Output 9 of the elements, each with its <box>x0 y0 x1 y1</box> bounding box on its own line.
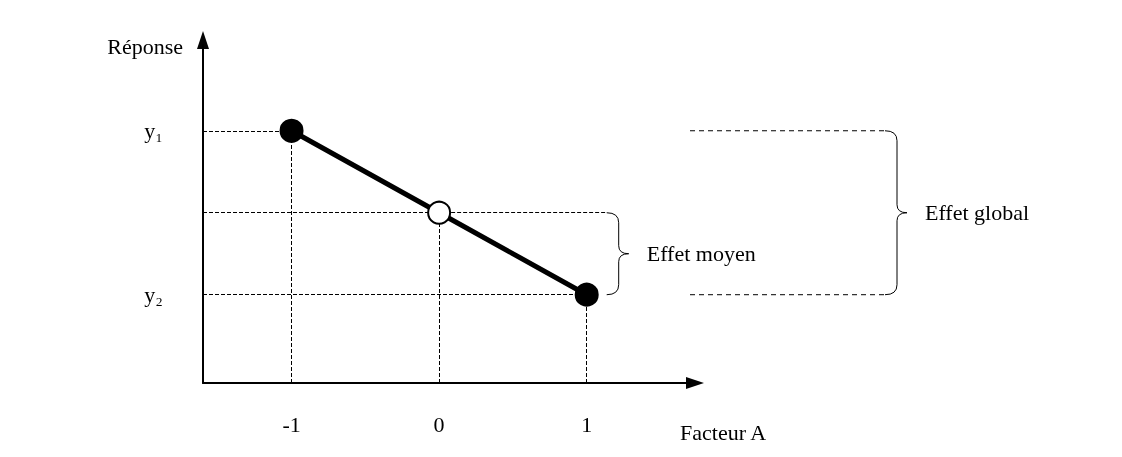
x-tick-label: 1 <box>581 411 593 437</box>
x-tick-label: 0 <box>433 411 445 437</box>
y-axis-title: Réponse <box>107 33 183 59</box>
annotation: Effet moyen <box>646 241 756 267</box>
x-tick-label: -1 <box>282 411 301 437</box>
ref-line-label: y₁ <box>144 118 163 144</box>
x-axis-title: Facteur A <box>680 419 767 445</box>
text: Effet global <box>925 200 1030 226</box>
ref-line-label: y₂ <box>144 282 163 308</box>
